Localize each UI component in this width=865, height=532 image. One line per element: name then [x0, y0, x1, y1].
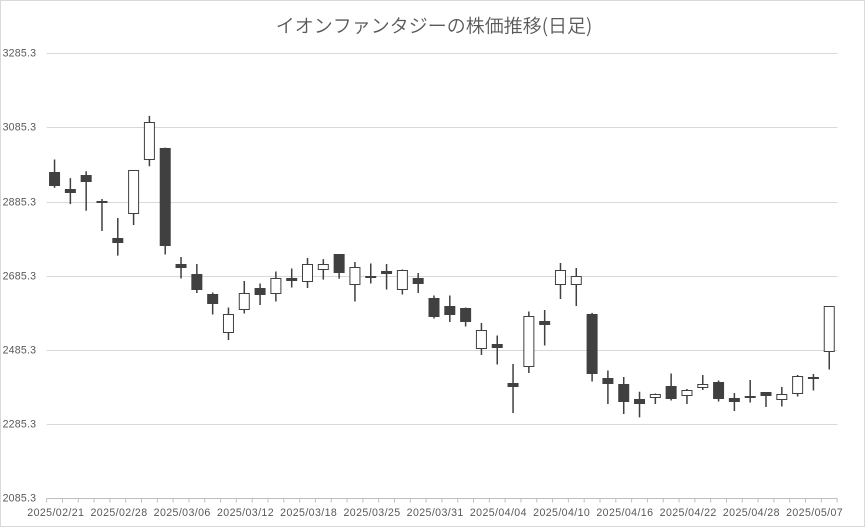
svg-text:2025/03/18: 2025/03/18 [280, 507, 337, 519]
svg-text:2685.3: 2685.3 [3, 271, 37, 283]
svg-text:2025/04/04: 2025/04/04 [470, 507, 527, 519]
svg-text:2025/03/31: 2025/03/31 [407, 507, 464, 519]
svg-text:2085.3: 2085.3 [3, 493, 37, 505]
svg-text:2025/04/16: 2025/04/16 [596, 507, 653, 519]
svg-text:3285.3: 3285.3 [3, 48, 37, 60]
svg-text:2025/03/25: 2025/03/25 [343, 507, 400, 519]
svg-text:2025/03/12: 2025/03/12 [217, 507, 274, 519]
svg-text:2025/03/06: 2025/03/06 [154, 507, 211, 519]
svg-text:2025/04/22: 2025/04/22 [660, 507, 717, 519]
svg-text:2025/05/07: 2025/05/07 [786, 507, 843, 519]
svg-text:2025/04/28: 2025/04/28 [723, 507, 780, 519]
svg-text:2025/04/10: 2025/04/10 [533, 507, 590, 519]
svg-text:3085.3: 3085.3 [3, 122, 37, 134]
svg-text:2285.3: 2285.3 [3, 419, 37, 431]
svg-text:2885.3: 2885.3 [3, 197, 37, 209]
svg-text:2025/02/28: 2025/02/28 [90, 507, 147, 519]
svg-text:2485.3: 2485.3 [3, 345, 37, 357]
svg-text:2025/02/21: 2025/02/21 [27, 507, 84, 519]
